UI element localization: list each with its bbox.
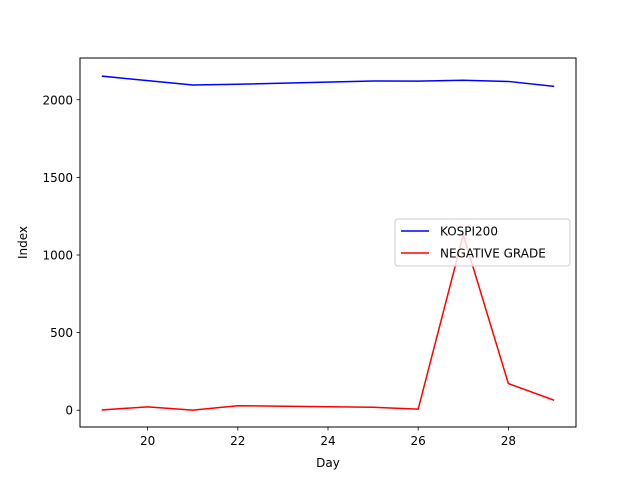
legend[interactable]: KOSPI200 NEGATIVE GRADE (394, 218, 571, 267)
legend-frame (394, 218, 571, 267)
x-tick-label: 20 (140, 434, 155, 448)
y-axis: 0 500 1000 1500 2000 (42, 93, 80, 418)
y-axis-label: Index (16, 226, 30, 259)
series-line-1 (101, 234, 555, 411)
series-line-0 (101, 75, 555, 88)
y-tick-label: 500 (50, 326, 73, 340)
legend-label-1: NEGATIVE GRADE (440, 247, 546, 261)
x-tick-label: 28 (501, 434, 516, 448)
legend-label-0: KOSPI200 (440, 225, 498, 239)
series-layer (101, 75, 555, 411)
x-tick-label: 22 (230, 434, 245, 448)
y-tick-label: 1500 (42, 171, 73, 185)
y-tick-label: 2000 (42, 93, 73, 107)
x-axis-label: Day (316, 456, 340, 470)
y-tick-label: 1000 (42, 248, 73, 262)
x-tick-label: 26 (411, 434, 426, 448)
y-tick-label: 0 (65, 404, 73, 418)
x-axis: 20 22 24 26 28 (140, 427, 516, 448)
x-tick-label: 24 (320, 434, 335, 448)
